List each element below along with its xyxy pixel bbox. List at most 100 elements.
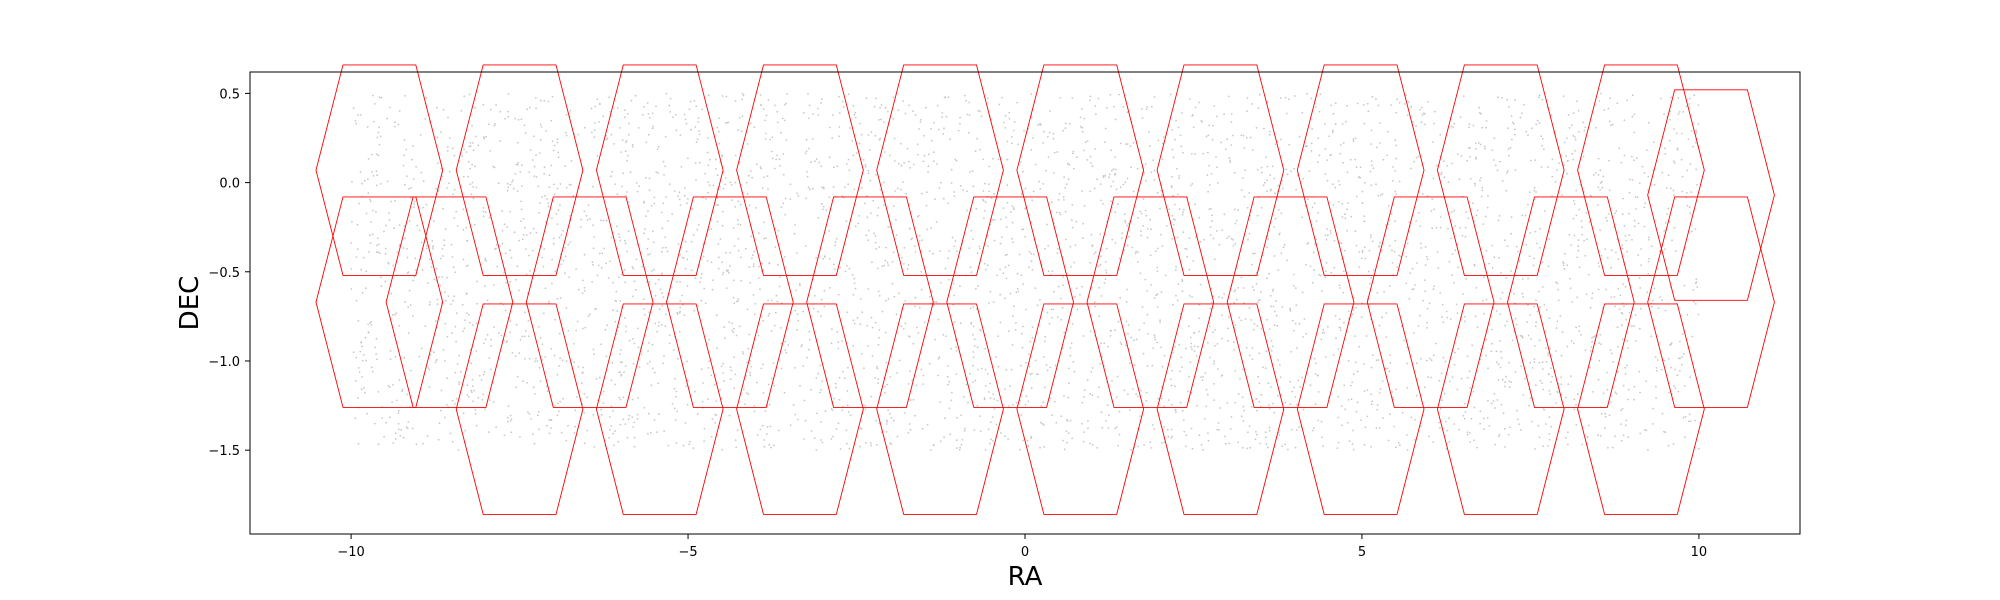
scatter-point [858,142,861,145]
scatter-point [1476,326,1479,328]
scatter-point [794,413,797,416]
scatter-point [1507,127,1509,130]
scatter-point [1331,131,1334,134]
scatter-point [684,240,687,243]
scatter-point [1433,122,1435,125]
scatter-point [1273,310,1276,313]
scatter-point [664,236,667,239]
scatter-point [1591,292,1594,295]
scatter-point [1251,286,1254,288]
scatter-point [642,114,644,116]
scatter-point [1124,181,1127,184]
scatter-point [794,309,796,312]
scatter-point [769,138,772,141]
scatter-point [1682,111,1685,113]
scatter-point [538,152,541,155]
scatter-point [1248,192,1251,194]
scatter-point [1093,187,1096,190]
scatter-point [1633,131,1635,134]
scatter-point [1044,335,1047,338]
scatter-point [459,370,462,373]
scatter-point [1464,411,1467,413]
scatter-point [1290,350,1293,353]
scatter-point [869,442,872,444]
scatter-point [1257,299,1260,302]
scatter-point [1388,370,1391,373]
scatter-point [692,447,695,450]
scatter-point [1544,347,1547,349]
scatter-point [1266,246,1269,249]
scatter-point [997,158,1000,161]
hexagon-footprint [876,303,1004,515]
scatter-point [1216,343,1219,345]
scatter-point [1379,194,1382,197]
scatter-point [1241,446,1244,449]
scatter-point [679,280,681,283]
scatter-point [797,195,800,197]
scatter-point [1325,261,1328,264]
scatter-point [1116,375,1119,378]
scatter-point [808,147,810,150]
scatter-point [944,267,947,270]
scatter-point [783,119,786,122]
scatter-point [551,217,553,220]
scatter-point [891,282,894,285]
scatter-point [616,225,618,228]
scatter-point [431,240,434,242]
scatter-point [880,118,882,121]
scatter-point [1187,390,1189,393]
scatter-point [450,303,452,306]
scatter-point [623,371,625,373]
scatter-point [823,305,826,308]
scatter-point [1044,386,1046,389]
scatter-point [365,212,368,215]
scatter-point [1223,435,1226,438]
scatter-point [1151,364,1154,367]
scatter-point [1352,138,1355,141]
scatter-point [1663,430,1665,433]
scatter-point [1657,307,1660,309]
scatter-point [359,171,362,174]
scatter-point [740,130,743,133]
scatter-point [1600,92,1602,95]
scatter-point [466,312,468,314]
scatter-point [377,251,380,254]
scatter-point [432,351,435,354]
scatter-point [817,372,820,375]
scatter-point [1545,309,1548,311]
scatter-point [1587,273,1590,276]
scatter-point [1289,307,1291,310]
scatter-point [463,95,466,98]
scatter-point [1530,420,1533,423]
scatter-point [1346,208,1348,211]
scatter-point [520,200,522,203]
scatter-point [877,290,880,293]
scatter-point [1469,177,1472,180]
scatter-point [1128,235,1130,238]
scatter-point [1572,134,1575,137]
scatter-point [1538,122,1541,124]
scatter-point [597,264,600,267]
scatter-point [1068,382,1070,385]
scatter-point [471,391,473,394]
scatter-point [1139,272,1142,275]
scatter-point [1612,360,1615,363]
scatter-point [1024,235,1027,238]
scatter-point [1232,238,1234,241]
scatter-point [1006,184,1009,187]
scatter-point [674,377,676,380]
scatter-point [752,254,754,257]
scatter-point [1174,345,1176,348]
scatter-point [1297,379,1300,382]
scatter-point [354,417,357,420]
scatter-point [624,141,627,144]
scatter-point [733,356,736,359]
scatter-point [1004,435,1006,438]
scatter-point [692,234,695,236]
scatter-point [1204,372,1207,374]
scatter-point [1068,122,1071,125]
scatter-point [1674,387,1677,389]
scatter-point [1337,180,1340,183]
scatter-point [1521,336,1524,339]
scatter-point [1354,361,1357,364]
